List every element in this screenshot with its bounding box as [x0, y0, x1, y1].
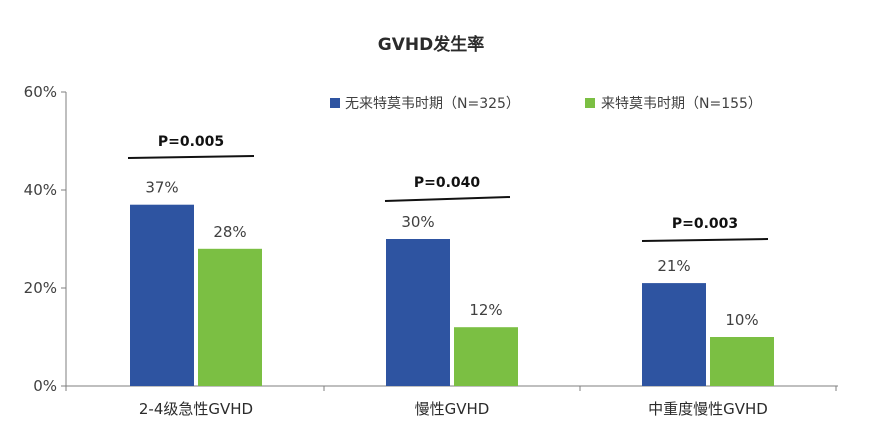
- x-category-label: 中重度慢性GVHD: [648, 400, 768, 418]
- x-category-label: 2-4级急性GVHD: [139, 400, 253, 418]
- legend-swatch: [330, 98, 340, 108]
- data-label: 12%: [469, 301, 502, 319]
- data-label: 30%: [401, 213, 434, 231]
- y-tick-label: 60%: [24, 83, 57, 101]
- p-value-label: P=0.040: [414, 175, 481, 191]
- p-value-label: P=0.003: [672, 216, 738, 232]
- y-tick-label: 40%: [24, 181, 57, 199]
- bar-pre-letermovir-1: [386, 239, 450, 386]
- p-value-label: P=0.005: [158, 134, 224, 150]
- bar-letermovir-0: [198, 248, 262, 386]
- legend-swatch: [585, 98, 595, 108]
- x-category-label: 慢性GVHD: [415, 400, 490, 418]
- data-label: 28%: [213, 223, 246, 241]
- bar-letermovir-1: [454, 327, 518, 386]
- data-label: 37%: [145, 179, 178, 197]
- bar-pre-letermovir-0: [130, 204, 194, 386]
- legend-label: 来特莫韦时期（N=155）: [601, 96, 762, 112]
- data-label: 21%: [657, 257, 690, 275]
- chart-title: GVHD发生率: [378, 34, 484, 55]
- significance-line: [641, 238, 769, 242]
- bar-pre-letermovir-2: [642, 283, 706, 386]
- y-tick-label: 0%: [33, 377, 57, 395]
- significance-line: [384, 196, 511, 202]
- legend-label: 无来特莫韦时期（N=325）: [345, 96, 520, 112]
- bar-letermovir-2: [710, 337, 774, 386]
- data-label: 10%: [725, 311, 758, 329]
- y-tick-label: 20%: [24, 279, 57, 297]
- significance-line: [127, 155, 255, 159]
